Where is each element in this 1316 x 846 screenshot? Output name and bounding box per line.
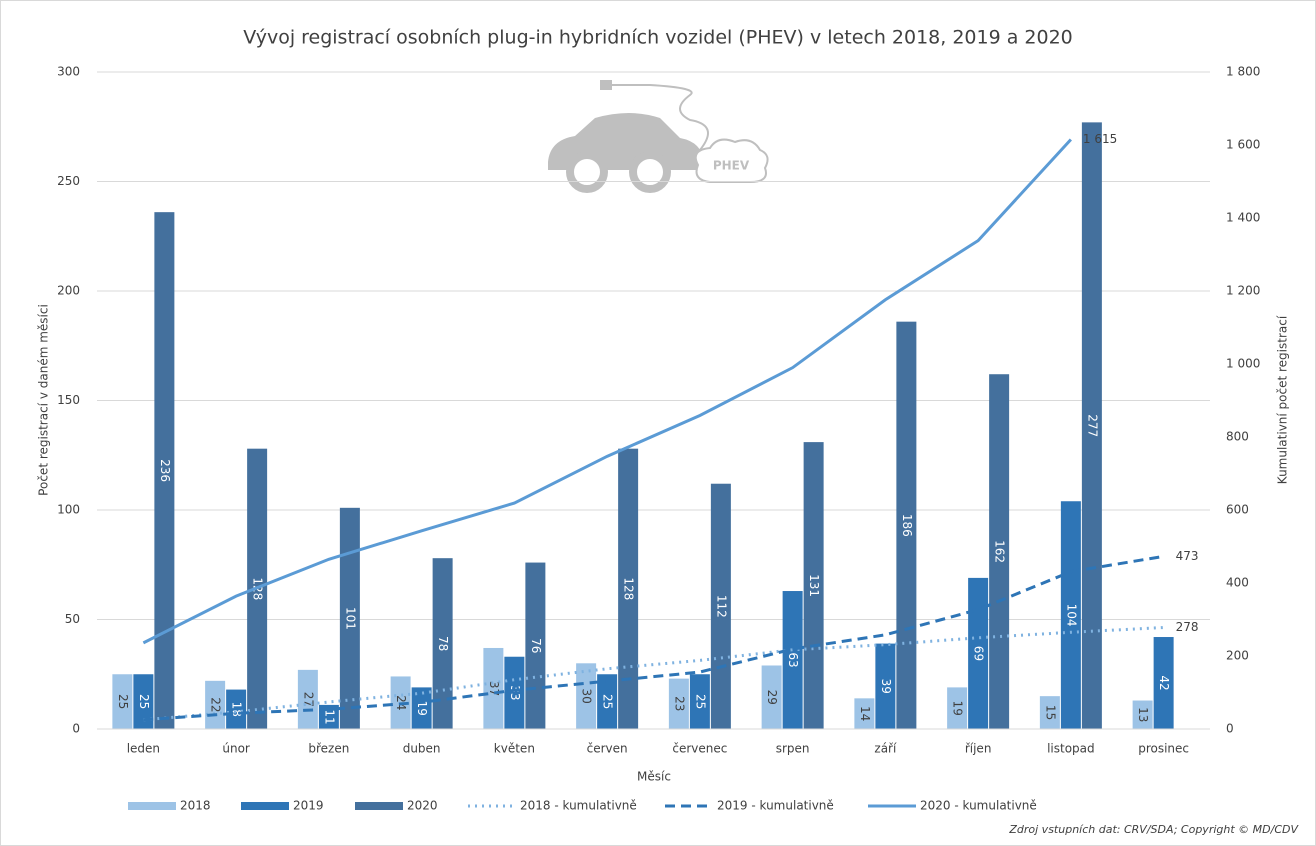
bar-value-label: 23	[672, 696, 686, 711]
bar-value-label: 101	[343, 607, 357, 630]
line-value-label: 278	[1176, 620, 1199, 634]
bar-value-label: 13	[1136, 707, 1150, 722]
x-tick-label: srpen	[776, 742, 810, 756]
bar-value-label: 22	[209, 697, 223, 712]
x-tick-label: prosinec	[1138, 742, 1189, 756]
y-tick-label: 200	[57, 284, 80, 298]
bar-value-label: 104	[1064, 604, 1078, 627]
x-tick-label: květen	[494, 742, 535, 756]
bar-value-label: 39	[879, 679, 893, 694]
y2-tick-label: 200	[1226, 649, 1249, 663]
y2-tick-label: 1 600	[1226, 138, 1260, 152]
line-value-label: 473	[1176, 549, 1199, 563]
legend-swatch	[241, 802, 289, 810]
legend-swatch	[355, 802, 403, 810]
legend-label: 2018	[180, 799, 211, 813]
bar-value-label: 162	[993, 540, 1007, 563]
bar-value-label: 236	[158, 459, 172, 482]
bar-value-label: 78	[436, 636, 450, 651]
y2-tick-label: 1 800	[1226, 65, 1260, 79]
y-tick-label: 0	[72, 722, 80, 736]
x-tick-label: říjen	[965, 742, 992, 756]
icon-label: PHEV	[713, 159, 750, 173]
y-tick-label: 150	[57, 393, 80, 407]
chart-title: Vývoj registrací osobních plug-in hybrid…	[243, 27, 1073, 49]
bar-value-label: 112	[714, 595, 728, 618]
bar-value-label: 186	[900, 514, 914, 537]
bar-value-label: 30	[580, 689, 594, 704]
bar-value-label: 25	[693, 694, 707, 709]
bar-value-label: 11	[322, 709, 336, 724]
bar-value-label: 42	[1157, 675, 1171, 690]
legend-label: 2018 - kumulativně	[520, 799, 637, 813]
x-tick-label: březen	[308, 742, 349, 756]
bar-value-label: 19	[951, 701, 965, 716]
source-note: Zdroj vstupních dat: CRV/SDA; Copyright …	[1008, 823, 1299, 836]
bar-value-label: 25	[137, 694, 151, 709]
x-tick-label: červenec	[672, 742, 727, 756]
bar-value-label: 63	[786, 652, 800, 667]
line-value-label: 1 615	[1083, 132, 1117, 146]
x-tick-label: červen	[587, 742, 628, 756]
bar-value-label: 29	[765, 690, 779, 705]
y2-tick-label: 0	[1226, 722, 1234, 736]
y-axis-title: Počet registrací v daném měsíci	[37, 304, 51, 496]
legend-label: 2020 - kumulativně	[920, 799, 1037, 813]
chart: Vývoj registrací osobních plug-in hybrid…	[0, 0, 1316, 846]
y-tick-label: 50	[65, 612, 80, 626]
legend-label: 2019 - kumulativně	[717, 799, 834, 813]
legend-label: 2019	[293, 799, 324, 813]
bar-value-label: 14	[858, 706, 872, 721]
bar-value-label: 76	[529, 638, 543, 653]
legend-swatch	[128, 802, 176, 810]
bar-value-label: 25	[601, 694, 615, 709]
y2-tick-label: 800	[1226, 430, 1249, 444]
bar-value-label: 27	[301, 692, 315, 707]
y2-tick-label: 400	[1226, 576, 1249, 590]
bar-value-label: 277	[1085, 414, 1099, 437]
x-axis-title: Měsíc	[637, 770, 671, 784]
x-tick-label: duben	[403, 742, 441, 756]
bar-value-label: 131	[807, 574, 821, 597]
y2-axis-title: Kumulativní počet registrací	[1276, 315, 1290, 484]
y-tick-label: 100	[57, 503, 80, 517]
x-tick-label: září	[874, 742, 897, 756]
y2-tick-label: 1 000	[1226, 357, 1260, 371]
y-tick-label: 250	[57, 174, 80, 188]
bar-value-label: 33	[508, 685, 522, 700]
bar-value-label: 25	[116, 694, 130, 709]
x-tick-label: leden	[127, 742, 160, 756]
y-tick-label: 300	[57, 65, 80, 79]
y2-tick-label: 1 200	[1226, 284, 1260, 298]
y2-tick-label: 1 400	[1226, 211, 1260, 225]
bar-value-label: 128	[622, 577, 636, 600]
bar-value-label: 69	[972, 646, 986, 661]
y2-tick-label: 600	[1226, 503, 1249, 517]
legend-label: 2020	[407, 799, 438, 813]
x-tick-label: únor	[222, 742, 250, 756]
bar-value-label: 15	[1043, 705, 1057, 720]
x-tick-label: listopad	[1047, 742, 1095, 756]
